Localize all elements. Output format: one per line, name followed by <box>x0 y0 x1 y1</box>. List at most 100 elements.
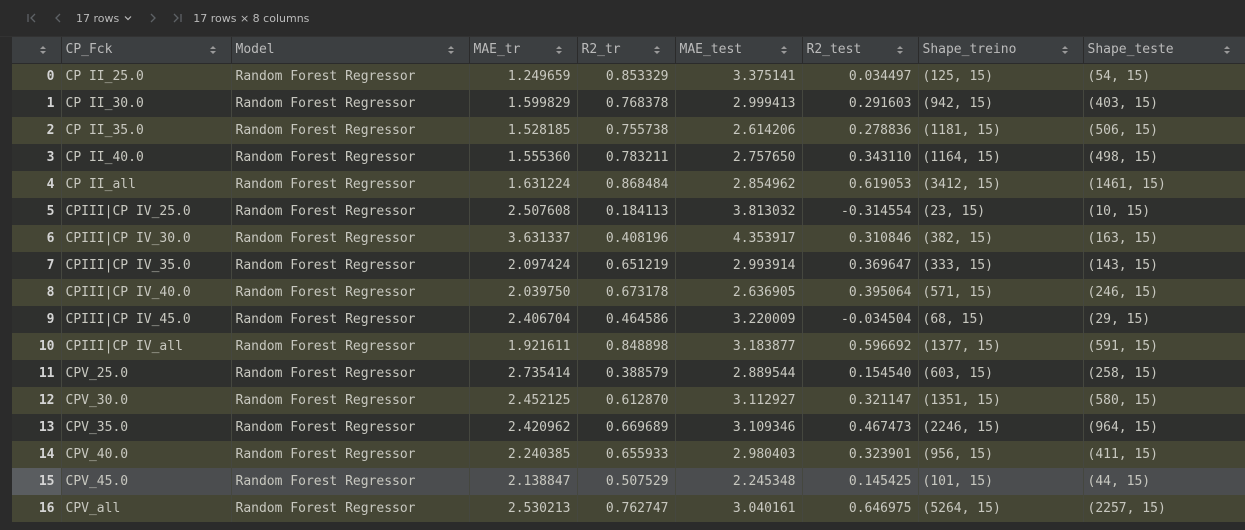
table-cell: Random Forest Regressor <box>231 468 470 495</box>
table-cell: 0.034497 <box>802 63 919 90</box>
table-row[interactable]: 9 CPIII|CP IV_45.0 Random Forest Regressor… <box>12 306 1245 333</box>
table-row[interactable]: 6 CPIII|CP IV_30.0 Random Forest Regressor… <box>12 225 1245 252</box>
table-cell: 0.646975 <box>802 495 919 522</box>
table-cell: 0.848898 <box>577 333 676 360</box>
table-cell: (956, 15) <box>918 441 1084 468</box>
table-cell: 1.599829 <box>469 90 578 117</box>
table-cell: 2.420962 <box>469 414 578 441</box>
table-row[interactable]: 8 CPIII|CP IV_40.0 Random Forest Regressor… <box>12 279 1245 306</box>
table-row[interactable]: 11 CPV_25.0 Random Forest Regressor 2.73541… <box>12 360 1245 387</box>
column-header-mae_test[interactable]: MAE_test <box>675 37 803 64</box>
table-cell: 2.240385 <box>469 441 578 468</box>
table-row[interactable]: 13 CPV_35.0 Random Forest Regressor 2.42096… <box>12 414 1245 441</box>
row-index-cell[interactable]: 13 <box>12 414 62 441</box>
table-cell: CP II_30.0 <box>61 90 232 117</box>
column-header-index[interactable] <box>12 37 62 64</box>
row-index-cell[interactable]: 11 <box>12 360 62 387</box>
column-header-cp_fck[interactable]: CP_Fck <box>61 37 232 64</box>
table-cell: Random Forest Regressor <box>231 306 470 333</box>
table-cell: (506, 15) <box>1083 117 1245 144</box>
table-cell: 0.755738 <box>577 117 676 144</box>
sort-icon[interactable] <box>555 45 563 55</box>
table-cell: -0.314554 <box>802 198 919 225</box>
sort-icon[interactable] <box>447 45 455 55</box>
table-cell: 0.669689 <box>577 414 676 441</box>
table-cell: 2.245348 <box>675 468 803 495</box>
row-index-cell[interactable]: 0 <box>12 63 62 90</box>
row-index-cell[interactable]: 5 <box>12 198 62 225</box>
table-cell: (591, 15) <box>1083 333 1245 360</box>
table-cell: 2.406704 <box>469 306 578 333</box>
row-index-cell[interactable]: 12 <box>12 387 62 414</box>
table-row[interactable]: 10 CPIII|CP IV_all Random Forest Regressor… <box>12 333 1245 360</box>
sort-icon[interactable] <box>39 45 47 55</box>
table-cell: (2257, 15) <box>1083 495 1245 522</box>
table-cell: 4.353917 <box>675 225 803 252</box>
previous-page-icon[interactable] <box>48 8 68 28</box>
row-index-cell[interactable]: 4 <box>12 171 62 198</box>
row-index-cell[interactable]: 9 <box>12 306 62 333</box>
table-cell: CP II_all <box>61 171 232 198</box>
table-row[interactable]: 0 CP II_25.0 Random Forest Regressor 1.2496… <box>12 63 1245 90</box>
table-cell: 0.369647 <box>802 252 919 279</box>
table-cell: CP II_25.0 <box>61 63 232 90</box>
column-header-r2_tr[interactable]: R2_tr <box>577 37 676 64</box>
table-row[interactable]: 16 CPV_all Random Forest Regressor 2.530213… <box>12 495 1245 522</box>
sort-icon[interactable] <box>780 45 788 55</box>
table-cell: 3.220009 <box>675 306 803 333</box>
table-row[interactable]: 14 CPV_40.0 Random Forest Regressor 2.24038… <box>12 441 1245 468</box>
table-cell: 0.673178 <box>577 279 676 306</box>
row-index-cell[interactable]: 16 <box>12 495 62 522</box>
table-cell: (403, 15) <box>1083 90 1245 117</box>
table-cell: 3.631337 <box>469 225 578 252</box>
table-cell: CPV_25.0 <box>61 360 232 387</box>
table-header-row: CP_Fck Model MAE_tr R2_tr MAE_test R2_test Sha… <box>12 37 1245 64</box>
last-page-icon[interactable] <box>167 8 187 28</box>
column-header-model[interactable]: Model <box>231 37 470 64</box>
table-row[interactable]: 7 CPIII|CP IV_35.0 Random Forest Regressor… <box>12 252 1245 279</box>
row-index-cell[interactable]: 8 <box>12 279 62 306</box>
row-index-cell[interactable]: 1 <box>12 90 62 117</box>
column-header-shape_teste[interactable]: Shape_teste <box>1083 37 1245 64</box>
row-index-cell[interactable]: 7 <box>12 252 62 279</box>
row-index-cell[interactable]: 15 <box>12 468 62 495</box>
column-header-r2_test[interactable]: R2_test <box>802 37 919 64</box>
rows-per-page-dropdown[interactable]: 17 rows <box>76 12 133 25</box>
table-cell: 1.921611 <box>469 333 578 360</box>
next-page-icon[interactable] <box>143 8 163 28</box>
row-index-cell[interactable]: 10 <box>12 333 62 360</box>
sort-icon[interactable] <box>653 45 661 55</box>
table-cell: Random Forest Regressor <box>231 117 470 144</box>
table-cell: (1164, 15) <box>918 144 1084 171</box>
sort-icon[interactable] <box>209 45 217 55</box>
row-index-cell[interactable]: 3 <box>12 144 62 171</box>
table-row[interactable]: 15 CPV_45.0 Random Forest Regressor 2.13884… <box>12 468 1245 495</box>
table-cell: 2.889544 <box>675 360 803 387</box>
table-cell: 2.507608 <box>469 198 578 225</box>
table-cell: 0.408196 <box>577 225 676 252</box>
table-cell: 0.388579 <box>577 360 676 387</box>
table-cell: 1.528185 <box>469 117 578 144</box>
first-page-icon[interactable] <box>22 8 42 28</box>
table-cell: (54, 15) <box>1083 63 1245 90</box>
column-header-shape_treino[interactable]: Shape_treino <box>918 37 1084 64</box>
table-cell: (44, 15) <box>1083 468 1245 495</box>
table-cell: Random Forest Regressor <box>231 63 470 90</box>
table-cell: CPV_40.0 <box>61 441 232 468</box>
row-index-cell[interactable]: 6 <box>12 225 62 252</box>
table-row[interactable]: 4 CP II_all Random Forest Regressor 1.63122… <box>12 171 1245 198</box>
table-row[interactable]: 12 CPV_30.0 Random Forest Regressor 2.45212… <box>12 387 1245 414</box>
table-cell: Random Forest Regressor <box>231 252 470 279</box>
table-row[interactable]: 2 CP II_35.0 Random Forest Regressor 1.5281… <box>12 117 1245 144</box>
sort-icon[interactable] <box>1223 45 1231 55</box>
table-row[interactable]: 3 CP II_40.0 Random Forest Regressor 1.5553… <box>12 144 1245 171</box>
row-index-cell[interactable]: 2 <box>12 117 62 144</box>
sort-icon[interactable] <box>896 45 904 55</box>
table-cell: 2.530213 <box>469 495 578 522</box>
sort-icon[interactable] <box>1061 45 1069 55</box>
table-row[interactable]: 5 CPIII|CP IV_25.0 Random Forest Regressor… <box>12 198 1245 225</box>
row-index-cell[interactable]: 14 <box>12 441 62 468</box>
table-cell: CP II_35.0 <box>61 117 232 144</box>
table-row[interactable]: 1 CP II_30.0 Random Forest Regressor 1.5998… <box>12 90 1245 117</box>
column-header-mae_tr[interactable]: MAE_tr <box>469 37 578 64</box>
